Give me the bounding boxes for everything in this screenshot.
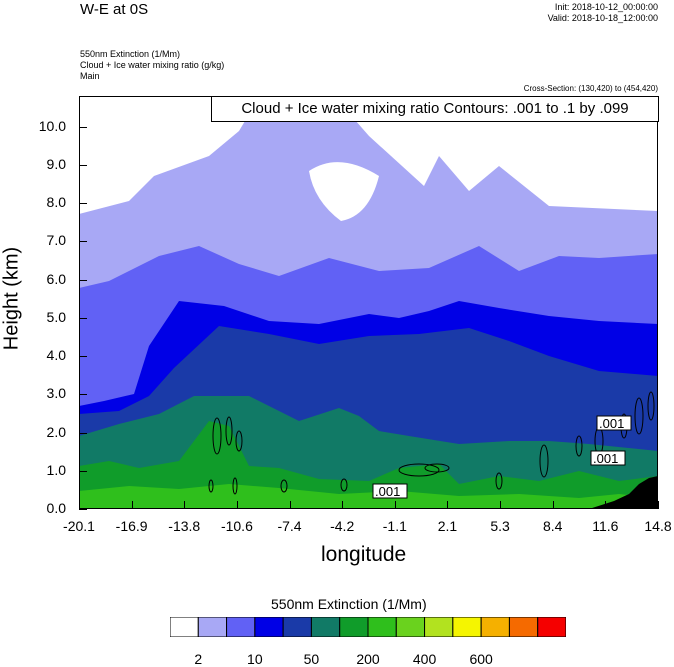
colorbar-swatch <box>395 617 426 637</box>
y-tick-label: 6.0 <box>46 270 66 287</box>
x-tick-label: 5.3 <box>490 518 510 534</box>
x-tick-mark <box>658 501 659 509</box>
y-tick-mark <box>79 356 87 358</box>
colorbar-swatch <box>367 617 397 637</box>
x-tick-label: 2.1 <box>437 518 458 534</box>
colorbar-swatch <box>254 617 284 637</box>
init-time-label: Init: 2018-10-12_00:00:00 <box>554 2 658 12</box>
x-tick-label: -10.6 <box>220 518 253 534</box>
y-tick-label: 10.0 <box>38 117 66 134</box>
field-name-extinction: 550nm Extinction (1/Mm) <box>80 49 181 59</box>
colorbar-title: 550nm Extinction (1/Mm) <box>271 596 427 612</box>
x-tick-mark <box>447 501 449 509</box>
x-tick-label: 8.4 <box>542 518 563 534</box>
valid-time-label: Valid: 2018-10-18_12:00:00 <box>547 13 658 23</box>
terrain <box>589 476 658 509</box>
x-tick-mark <box>289 501 291 509</box>
colorbar-swatch <box>480 617 510 637</box>
y-tick-mark <box>79 279 87 281</box>
colorbar-label: 2 <box>194 651 203 667</box>
y-tick-label: 5.0 <box>46 308 66 325</box>
plot-title: W-E at 0S <box>80 1 149 18</box>
x-tick-mark <box>394 501 396 509</box>
x-tick-mark <box>184 501 186 509</box>
y-tick-mark <box>79 126 87 128</box>
colorbar-swatch <box>424 617 454 637</box>
colorbar-swatch <box>282 617 312 637</box>
colorbar <box>170 617 566 637</box>
contour-label-box <box>596 415 632 431</box>
y-tick-mark <box>79 241 87 243</box>
x-tick-label: 11.6 <box>592 518 619 534</box>
y-tick-mark <box>79 203 87 205</box>
y-tick-mark <box>79 470 87 472</box>
x-tick-label: -20.1 <box>63 518 95 534</box>
x-tick-mark <box>131 501 133 509</box>
colorbar-swatch <box>310 617 341 637</box>
field-band-light-green <box>79 484 658 509</box>
colorbar-swatch <box>197 617 228 637</box>
x-tick-mark <box>79 501 80 509</box>
cross-section-plot: .001 .001 .001 <box>79 96 658 509</box>
y-tick-mark <box>79 432 87 434</box>
y-tick-label: 2.0 <box>46 423 66 440</box>
y-tick-label: 9.0 <box>46 155 66 172</box>
x-axis-label: longitude <box>321 543 407 566</box>
colorbar-label: 50 <box>303 651 320 667</box>
field-name-cloud-ice: Cloud + Ice water mixing ratio (g/kg) <box>80 60 225 70</box>
colorbar-label: 200 <box>356 651 380 667</box>
x-tick-label: 14.8 <box>644 518 672 534</box>
cross-section-label: Cross-Section: (130,420) to (454,420) <box>523 84 658 93</box>
field-band-white-patch <box>309 162 379 221</box>
contour-label-box <box>372 483 408 499</box>
x-tick-label: -16.9 <box>115 518 148 534</box>
colorbar-swatch <box>170 617 199 637</box>
y-tick-label: 0.0 <box>46 500 66 516</box>
x-tick-label: -7.4 <box>277 518 302 534</box>
y-tick-label: 8.0 <box>46 194 66 211</box>
contour-label: .001 <box>593 451 618 466</box>
contour-label: .001 <box>375 484 400 499</box>
colorbar-swatch <box>537 617 566 637</box>
x-tick-mark <box>605 501 607 509</box>
x-tick-label: -13.8 <box>168 518 201 534</box>
colorbar-label: 400 <box>412 651 437 667</box>
colorbar-label: 10 <box>247 651 263 667</box>
y-tick-label: 4.0 <box>46 347 66 364</box>
contour-label-box <box>590 450 626 466</box>
x-tick-mark <box>342 501 344 509</box>
y-tick-label: 7.0 <box>46 232 66 249</box>
colorbar-label: 600 <box>469 651 493 667</box>
y-tick-mark <box>79 164 87 166</box>
field-name-main: Main <box>80 71 100 81</box>
x-tick-label: -1.1 <box>382 518 407 534</box>
colorbar-swatch <box>452 617 482 637</box>
colorbar-swatch <box>226 617 256 637</box>
contour-info-box: Cloud + Ice water mixing ratio Contours:… <box>211 96 659 122</box>
x-tick-label: -4.2 <box>330 518 355 534</box>
y-tick-mark <box>79 317 87 319</box>
x-tick-mark <box>552 501 554 509</box>
y-tick-mark <box>79 509 87 510</box>
colorbar-swatch <box>508 617 539 637</box>
cloud-contours <box>208 391 655 495</box>
y-tick-label: 1.0 <box>46 461 66 478</box>
contour-label: .001 <box>599 416 624 431</box>
y-tick-label: 3.0 <box>46 385 66 402</box>
y-axis-label: Height (km) <box>0 246 23 351</box>
x-tick-mark <box>500 501 502 509</box>
colorbar-swatch <box>339 617 369 637</box>
x-tick-mark <box>236 501 238 509</box>
y-tick-mark <box>79 394 87 396</box>
